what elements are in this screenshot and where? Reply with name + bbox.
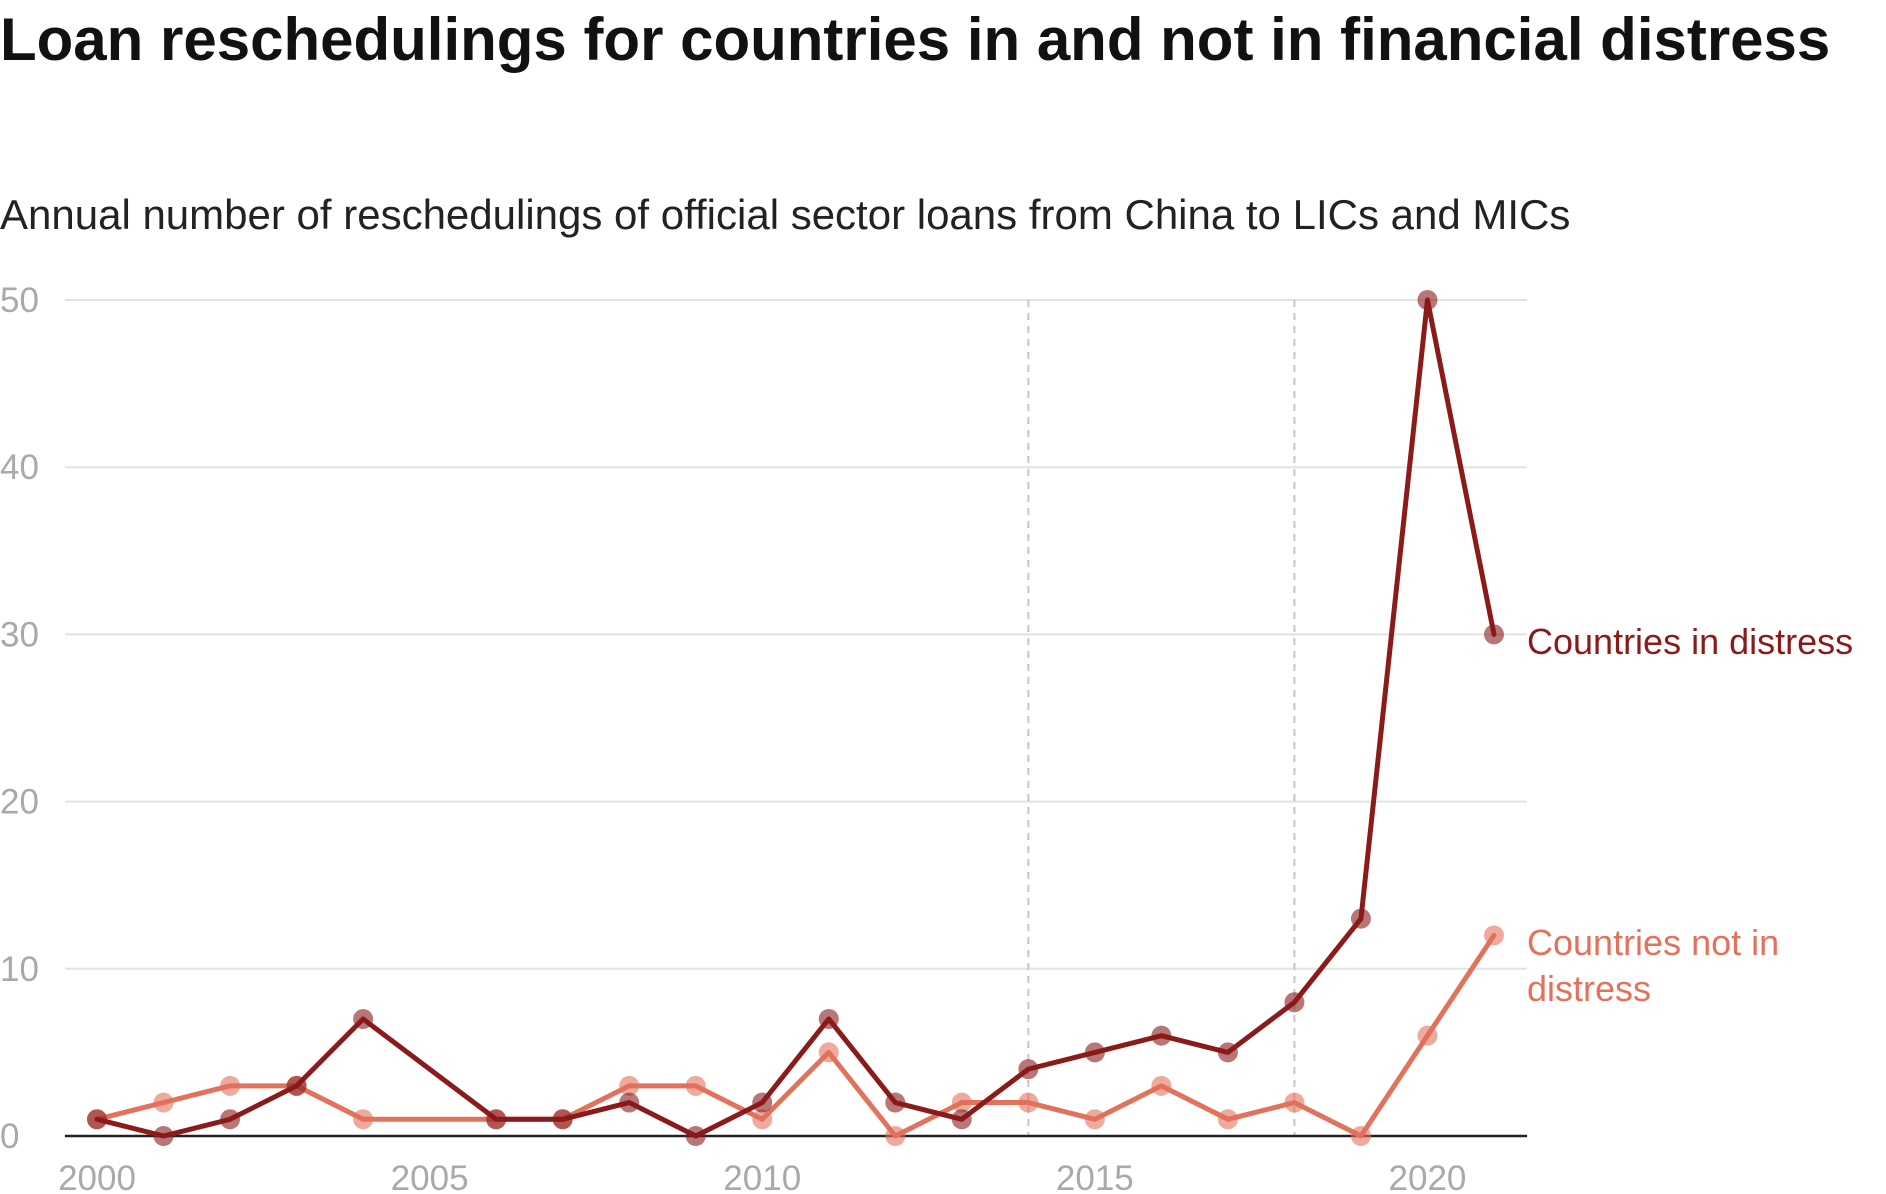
- data-point: [220, 1075, 241, 1096]
- data-point: [752, 1092, 773, 1113]
- chart-subtitle: Annual number of reschedulings of offici…: [0, 191, 1571, 238]
- data-point: [619, 1075, 640, 1096]
- data-point: [685, 1126, 706, 1146]
- series-group: [87, 290, 1504, 1146]
- data-point: [885, 1126, 906, 1146]
- series-line: [94, 932, 1497, 1139]
- data-point: [752, 1109, 773, 1130]
- data-point: [87, 1109, 107, 1130]
- data-point: [286, 1075, 307, 1096]
- data-point: [1417, 1025, 1438, 1046]
- y-tick-label: 0: [0, 1117, 19, 1156]
- data-point: [353, 1008, 374, 1029]
- data-point: [818, 1042, 839, 1063]
- data-point: [885, 1092, 906, 1113]
- x-tick-label: 2005: [391, 1159, 469, 1194]
- data-point: [1217, 1042, 1238, 1063]
- y-tick-label: 40: [0, 448, 39, 487]
- reference-lines: [1027, 300, 1296, 1136]
- data-point: [1284, 1092, 1305, 1113]
- data-point: [353, 1109, 374, 1130]
- data-point: [1350, 1126, 1371, 1146]
- data-point: [486, 1109, 507, 1130]
- chart-title: Loan reschedulings for countries in and …: [0, 6, 1831, 73]
- x-tick-label: 2015: [1056, 1159, 1134, 1194]
- series-label-not-in-distress: Countries not in distress: [1527, 922, 1779, 1009]
- data-point: [153, 1126, 174, 1146]
- data-point: [153, 1092, 174, 1113]
- data-point: [1151, 1075, 1172, 1096]
- y-axis-ticks: 0 10 20 30 40 50: [0, 281, 39, 1156]
- y-tick-label: 50: [0, 281, 39, 320]
- data-point: [220, 1109, 241, 1130]
- series-not-in-distress: [87, 925, 1504, 1146]
- data-point: [1018, 1092, 1039, 1113]
- data-point: [1217, 1109, 1238, 1130]
- series-in-distress: [87, 290, 1504, 1146]
- data-point: [1084, 1109, 1105, 1130]
- data-point: [1484, 624, 1504, 645]
- x-tick-label: 2010: [723, 1159, 801, 1194]
- data-point: [1018, 1059, 1039, 1080]
- data-point: [685, 1075, 706, 1096]
- y-tick-label: 10: [0, 950, 39, 989]
- data-point: [552, 1109, 573, 1130]
- data-point: [951, 1109, 972, 1130]
- data-point: [619, 1092, 640, 1113]
- data-point: [951, 1092, 972, 1113]
- data-point: [1151, 1025, 1172, 1046]
- data-point: [1084, 1042, 1105, 1063]
- x-tick-label: 2020: [1389, 1159, 1467, 1194]
- x-tick-label: 2000: [58, 1159, 136, 1194]
- data-point: [818, 1008, 839, 1029]
- series-label-in-distress: Countries in distress: [1527, 621, 1853, 662]
- series-labels: Countries in distress Countries not in dis…: [1527, 621, 1853, 1009]
- y-tick-label: 30: [0, 615, 39, 654]
- data-point: [1350, 908, 1371, 929]
- y-tick-label: 20: [0, 783, 39, 822]
- data-point: [1284, 992, 1305, 1013]
- x-axis-ticks: 2000 2005 2010 2015 2020: [58, 1159, 1466, 1194]
- series-line: [94, 297, 1497, 1139]
- data-point: [1484, 925, 1504, 946]
- gridlines: [65, 299, 1527, 970]
- data-point: [1417, 290, 1438, 310]
